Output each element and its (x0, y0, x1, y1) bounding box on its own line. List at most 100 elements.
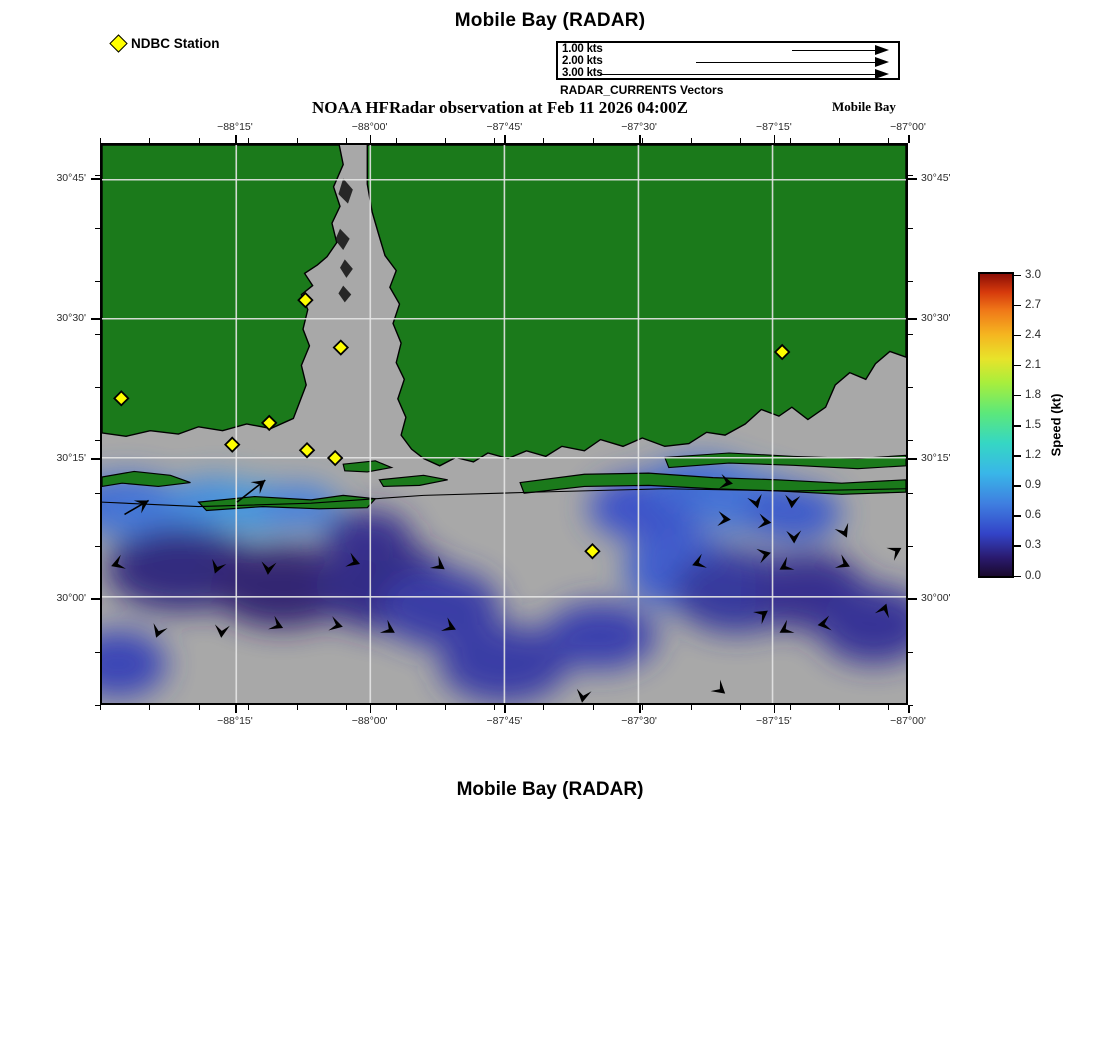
axis-tick (543, 705, 545, 710)
ndbc-station-marker[interactable] (261, 414, 278, 432)
ndbc-station-marker[interactable] (298, 442, 316, 459)
vector-arrowhead (268, 615, 284, 630)
vector-arrowhead (328, 616, 343, 631)
vector-legend-caption: RADAR_CURRENTS Vectors (560, 83, 724, 97)
axis-tick (908, 178, 917, 180)
colorbar-tick (1014, 394, 1021, 397)
colorbar-tick-label: 0.0 (1025, 569, 1041, 582)
colorbar-tick (1014, 545, 1021, 547)
speed-blob (745, 485, 842, 542)
region-label: Mobile Bay (832, 99, 896, 114)
speed-blob (379, 569, 500, 648)
y-axis-label: 30°45' (56, 172, 86, 184)
delta-island (338, 178, 353, 204)
axis-tick (234, 705, 237, 713)
axis-tick (908, 386, 913, 388)
x-axis-label: −87°30' (621, 715, 657, 727)
axis-tick (234, 135, 237, 143)
ndbc-station-marker[interactable] (773, 343, 791, 361)
axis-tick (91, 458, 100, 460)
colorbar-tick (1014, 274, 1021, 276)
axis-tick (346, 705, 348, 710)
footer-title: Mobile Bay (RADAR) (456, 779, 644, 800)
ndbc-station-marker[interactable] (113, 390, 130, 407)
vector-arrowhead (111, 554, 126, 569)
vector-arrowhead (779, 619, 795, 633)
vector-arrowhead (753, 610, 768, 625)
axis-tick (91, 598, 100, 600)
y-axis-label: 30°15' (56, 452, 86, 464)
delta-island (335, 228, 350, 250)
axis-tick (504, 135, 506, 143)
axis-tick (908, 174, 913, 176)
graticule (102, 145, 906, 703)
colorbar-tick-label: 0.6 (1025, 509, 1041, 522)
x-axis-label: −88°00' (351, 715, 388, 727)
x-axis-label: −88°15' (217, 121, 253, 133)
ndbc-station-marker[interactable] (297, 291, 314, 309)
axis-tick (773, 705, 776, 713)
vector-arrowhead (153, 623, 168, 638)
ndbc-stations[interactable] (113, 291, 791, 560)
observation-subtitle: NOAA HFRadar observation at Feb 11 2026 … (311, 98, 689, 117)
ndbc-station-marker[interactable] (224, 436, 241, 453)
y-axis-label: 30°15' (921, 452, 951, 464)
y-axis-label: 30°30' (56, 312, 86, 324)
vector-arrowhead (212, 558, 227, 574)
axis-tick (504, 705, 506, 713)
ndbc-station-marker[interactable] (332, 339, 350, 356)
vector-arrowhead (576, 688, 592, 703)
colorbar-tick (1014, 425, 1021, 427)
speed-blob (323, 510, 412, 561)
axis-tick (908, 227, 913, 229)
colorbar-tick-label: 2.1 (1025, 358, 1041, 371)
colorbar-tick-label: 2.4 (1025, 328, 1041, 341)
vector-arrowhead (214, 624, 230, 638)
barrier-island-chain (519, 472, 906, 495)
speed-blob (210, 543, 356, 628)
vector-arrowhead (261, 561, 277, 575)
speed-blob (817, 585, 906, 664)
land-mainland-west (102, 145, 344, 438)
vector-legend-row: 3.00 kts (558, 67, 898, 81)
vector-arrowhead (379, 619, 395, 633)
ndbc-station-marker[interactable] (326, 449, 344, 467)
y-axis-label: 30°00' (921, 592, 951, 605)
axis-tick (789, 705, 791, 710)
vector-arrowhead (429, 555, 445, 570)
colorbar-gradient (978, 272, 1014, 578)
axis-tick (444, 705, 446, 710)
ndbc-station-legend: NDBC Station (109, 34, 220, 53)
axis-tick (369, 135, 372, 143)
x-axis-label: −88°00' (351, 121, 388, 133)
axis-tick (908, 333, 913, 335)
axis-tick (888, 705, 890, 710)
map-plot-area[interactable] (100, 143, 908, 705)
barrier-island (197, 494, 377, 512)
vector-arrowhead (747, 493, 762, 509)
vector-arrowhead (133, 500, 149, 514)
colorbar-tick (1014, 515, 1021, 517)
axis-tick (639, 705, 641, 713)
vector-legend-shaft (600, 74, 876, 75)
axis-tick (95, 705, 100, 706)
vector-arrowhead (786, 530, 802, 544)
colorbar-tick (1014, 455, 1021, 457)
vector-legend-shaft (792, 50, 876, 51)
axis-tick (100, 705, 101, 710)
vector-arrowhead (441, 617, 456, 631)
axis-tick (91, 178, 100, 180)
vector-legend-label: 3.00 kts (562, 67, 603, 79)
page-title: Mobile Bay (RADAR) (454, 10, 646, 31)
speed-blob (102, 630, 167, 698)
axis-tick (908, 492, 913, 494)
x-axis-label: −87°15' (756, 121, 792, 133)
ndbc-station-marker[interactable] (584, 543, 601, 560)
axis-tick (592, 705, 594, 710)
y-axis-label: 30°00' (56, 592, 86, 605)
colorbar-tick-label: 1.5 (1025, 419, 1041, 431)
y-axis-label: 30°30' (921, 312, 951, 324)
vector-arrowhead (785, 494, 801, 509)
x-axis-label: −87°00' (890, 715, 926, 727)
colorbar-tick (1014, 334, 1021, 337)
